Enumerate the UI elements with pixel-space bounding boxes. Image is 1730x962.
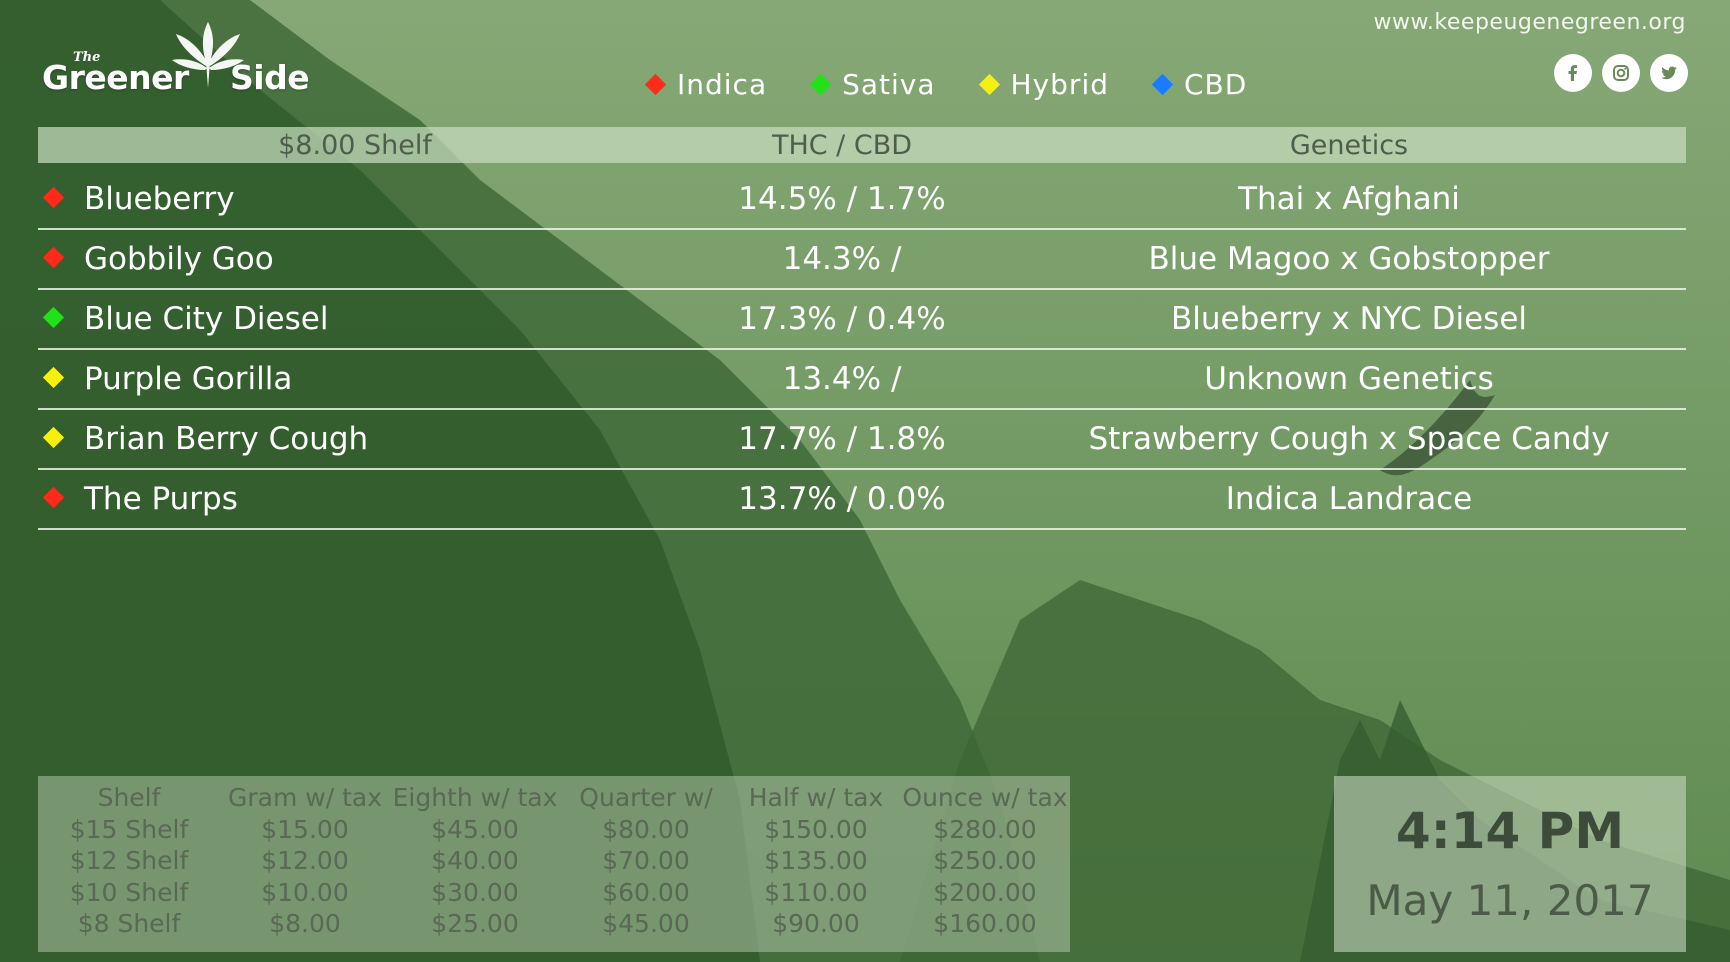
price-value: $12.00 [261, 846, 349, 875]
price-value: $10.00 [261, 877, 349, 907]
price-value: $90.00 [772, 909, 860, 938]
clock-time: 4:14 PM [1395, 802, 1625, 860]
genetics-value: Indica Landrace [1225, 481, 1473, 517]
price-value: $110.00 [764, 877, 868, 907]
price-header-cell: Half w/ tax [748, 783, 884, 812]
strain-type-diamond-icon [42, 246, 65, 269]
legend-label: Sativa [842, 68, 936, 101]
price-header-cell: Gram w/ tax [227, 783, 382, 812]
strain-type-diamond-icon [42, 186, 65, 209]
price-header-cell: Eighth w/ tax [392, 783, 558, 812]
price-shelf-label: $12 Shelf [69, 846, 189, 875]
header-shelf: $8.00 Shelf [278, 129, 432, 161]
header-genetics: Genetics [1289, 129, 1409, 161]
logo-side-text: Side [230, 58, 310, 97]
price-shelf-label: $15 Shelf [69, 814, 189, 844]
thc-cbd-value: 13.4% / [782, 361, 902, 397]
price-value: $15.00 [261, 814, 349, 844]
diamond-icon [810, 73, 832, 96]
price-value: $150.00 [764, 814, 868, 844]
menu-row: Blue City Diesel 17.3% / 0.4% Blueberry x … [38, 290, 1686, 350]
cannabis-leaf-icon [172, 22, 244, 88]
price-header-cell: Quarter w/ [579, 783, 713, 812]
strain-name: Blueberry [84, 181, 235, 217]
strain-type-diamond-icon [42, 306, 65, 329]
legend-label: CBD [1184, 68, 1248, 101]
social-links [1554, 54, 1688, 92]
price-value: $200.00 [933, 877, 1037, 907]
menu-row: Brian Berry Cough 17.7% / 1.8% Strawberry … [38, 410, 1686, 470]
menu-row: Blueberry 14.5% / 1.7% Thai x Afghani [38, 170, 1686, 230]
strain-name: Blue City Diesel [84, 301, 329, 337]
instagram-button[interactable] [1602, 54, 1640, 92]
price-header-cell: Ounce w/ tax [902, 783, 1068, 812]
price-value: $60.00 [602, 877, 690, 907]
logo-greener-text: Greener [42, 58, 189, 97]
price-value: $40.00 [431, 846, 519, 875]
strain-type-legend: Indica Sativa Hybrid CBD [644, 68, 1293, 101]
menu-row: Purple Gorilla 13.4% / Unknown Genetics [38, 350, 1686, 410]
price-header-cell: Shelf [97, 783, 161, 812]
menu-table-header: $8.00 Shelf THC / CBD Genetics [38, 127, 1686, 163]
menu-row: The Purps 13.7% / 0.0% Indica Landrace [38, 470, 1686, 530]
instagram-icon [1613, 65, 1629, 81]
price-shelf-label: $8 Shelf [77, 909, 181, 938]
twitter-button[interactable] [1650, 54, 1688, 92]
legend-item-hybrid: Hybrid [978, 68, 1109, 101]
brand-logo: The Greener Side [40, 22, 320, 102]
price-shelf-label: $10 Shelf [69, 877, 189, 907]
website-url[interactable]: www.keepeugenegreen.org [1373, 10, 1686, 35]
strain-type-diamond-icon [42, 486, 65, 509]
price-value: $160.00 [933, 909, 1037, 938]
strain-name: Gobbily Goo [84, 241, 274, 277]
thc-cbd-value: 14.5% / 1.7% [738, 181, 946, 217]
strain-name: Purple Gorilla [84, 361, 293, 397]
menu-row: Gobbily Goo 14.3% / Blue Magoo x Gobstoppe… [38, 230, 1686, 290]
genetics-value: Strawberry Cough x Space Candy [1088, 421, 1610, 457]
logo-the-text: The [73, 50, 101, 65]
strain-name: Brian Berry Cough [84, 421, 369, 457]
thc-cbd-value: 14.3% / [782, 241, 902, 277]
diamond-icon [644, 73, 667, 96]
legend-item-cbd: CBD [1151, 68, 1248, 101]
diamond-icon [1151, 73, 1174, 96]
thc-cbd-value: 17.3% / 0.4% [738, 301, 946, 337]
price-value: $135.00 [764, 846, 868, 875]
strain-type-diamond-icon [42, 366, 65, 389]
legend-label: Indica [677, 68, 768, 101]
price-value: $250.00 [933, 846, 1037, 875]
menu-table-body: Blueberry 14.5% / 1.7% Thai x Afghani Gobbi… [38, 170, 1686, 530]
price-value: $280.00 [933, 814, 1037, 844]
price-value: $45.00 [431, 814, 519, 844]
legend-label: Hybrid [1010, 68, 1109, 101]
price-value: $45.00 [602, 909, 690, 938]
facebook-icon [1568, 65, 1577, 81]
genetics-value: Unknown Genetics [1204, 361, 1494, 397]
legend-item-indica: Indica [644, 68, 768, 101]
genetics-value: Blueberry x NYC Diesel [1170, 301, 1527, 337]
price-value: $30.00 [431, 877, 519, 907]
strain-name: The Purps [84, 481, 238, 517]
strain-type-diamond-icon [42, 426, 65, 449]
clock-panel: 4:14 PM May 11, 2017 [1334, 776, 1686, 952]
genetics-value: Blue Magoo x Gobstopper [1148, 241, 1550, 277]
diamond-icon [978, 73, 1000, 96]
thc-cbd-value: 13.7% / 0.0% [738, 481, 946, 517]
price-value: $80.00 [602, 814, 690, 844]
twitter-icon [1661, 66, 1677, 80]
price-value: $70.00 [602, 846, 690, 875]
clock-date: May 11, 2017 [1366, 876, 1654, 925]
facebook-button[interactable] [1554, 54, 1592, 92]
thc-cbd-value: 17.7% / 1.8% [738, 421, 946, 457]
price-value: $8.00 [269, 909, 341, 938]
price-table: Shelf Gram w/ tax Eighth w/ tax Quarter w/H… [38, 776, 1070, 952]
price-value: $25.00 [431, 909, 519, 938]
legend-item-sativa: Sativa [810, 68, 936, 101]
header-thc-cbd: THC / CBD [771, 129, 913, 161]
price-grid: Shelf Gram w/ tax Eighth w/ tax Quarter w/H… [38, 782, 1070, 940]
genetics-value: Thai x Afghani [1238, 181, 1460, 217]
